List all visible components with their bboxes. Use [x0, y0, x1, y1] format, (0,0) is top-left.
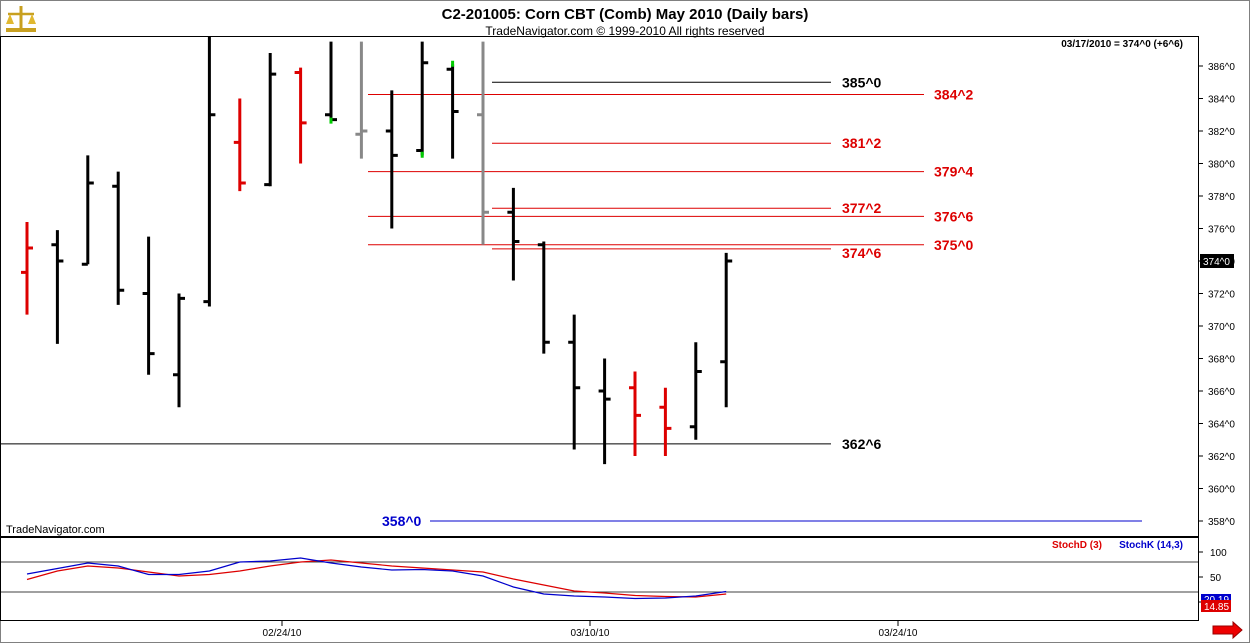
price-bar: [385, 90, 398, 229]
price-bar: [21, 222, 33, 315]
y-tick-label: 386^0: [1208, 62, 1235, 73]
y-tick-label: 368^0: [1208, 355, 1235, 366]
price-bar: [720, 252, 733, 408]
price-bar: [203, 37, 216, 307]
level-label: 375^0: [934, 237, 974, 253]
price-bar: [537, 241, 550, 354]
y-tick-label: 362^0: [1208, 452, 1235, 463]
stoch-value-markers: 20.19 14.85: [1201, 594, 1231, 613]
price-bar: [689, 342, 702, 440]
price-bar: [416, 41, 429, 156]
stoch-tick-label: 100: [1210, 548, 1227, 559]
price-bar: [112, 171, 125, 305]
stochd-value-label: 14.85: [1204, 602, 1229, 613]
price-bar: [142, 236, 155, 375]
scroll-right-arrow-icon[interactable]: [1212, 620, 1243, 640]
level-label: 362^6: [842, 436, 882, 452]
current-price-label: 374^0: [1203, 257, 1230, 268]
price-bar: [629, 371, 641, 456]
last-quote: 03/17/2010 = 374^0 (+6^6): [1061, 39, 1183, 50]
level-label: 374^6: [842, 245, 882, 261]
stochd-line: [26, 559, 727, 598]
price-bar: [294, 67, 307, 164]
y-tick-label: 382^0: [1208, 127, 1235, 138]
level-label: 384^2: [934, 86, 974, 102]
y-tick-label: 358^0: [1208, 517, 1235, 528]
stochastic-panel: [0, 537, 1199, 621]
price-bar: [355, 41, 368, 159]
watermark-text: TradeNavigator.com: [6, 524, 105, 536]
y-tick-label: 364^0: [1208, 420, 1235, 431]
price-bar: [598, 358, 611, 465]
x-tick-label: 03/24/10: [879, 628, 918, 639]
y-tick-label: 380^0: [1208, 160, 1235, 171]
y-tick-label: 366^0: [1208, 387, 1235, 398]
y-tick-label: 372^0: [1208, 290, 1235, 301]
chart-title: C2-201005: Corn CBT (Comb) May 2010 (Dai…: [442, 6, 809, 23]
price-bar: [264, 53, 277, 187]
stochk-line: [26, 557, 727, 600]
y-tick-label: 378^0: [1208, 192, 1235, 203]
price-bar: [446, 64, 459, 159]
price-bar: [568, 314, 581, 450]
level-label: 377^2: [842, 200, 882, 216]
y-tick-label: 384^0: [1208, 95, 1235, 106]
level-label: 381^2: [842, 135, 882, 151]
y-tick-label: 376^0: [1208, 225, 1235, 236]
price-bar: [233, 98, 246, 192]
price-bar: [477, 41, 489, 245]
x-tick-label: 02/24/10: [263, 628, 302, 639]
y-tick-label: 370^0: [1208, 322, 1235, 333]
price-bar: [659, 387, 672, 456]
stoch-tick-label: 50: [1210, 573, 1222, 584]
x-tick-label: 03/10/10: [571, 628, 610, 639]
price-bar: [507, 187, 520, 281]
legend-stochk: StochK (14,3): [1119, 540, 1183, 551]
legend-stochd: StochD (3): [1052, 540, 1102, 551]
tradenavigator-logo-icon[interactable]: [6, 6, 36, 32]
level-label: 376^6: [934, 208, 974, 224]
level-label: 385^0: [842, 74, 882, 90]
current-price-marker: 374^0: [1200, 254, 1234, 268]
y-tick-label: 360^0: [1208, 485, 1235, 496]
level-label: 379^4: [934, 164, 974, 180]
price-bar: [173, 293, 185, 408]
copyright-text: TradeNavigator.com © 1999-2010 All right…: [485, 24, 764, 38]
level-label: 358^0: [382, 513, 422, 529]
price-bar: [51, 230, 64, 344]
price-bar: [81, 155, 94, 266]
price-panel: [0, 36, 1199, 537]
